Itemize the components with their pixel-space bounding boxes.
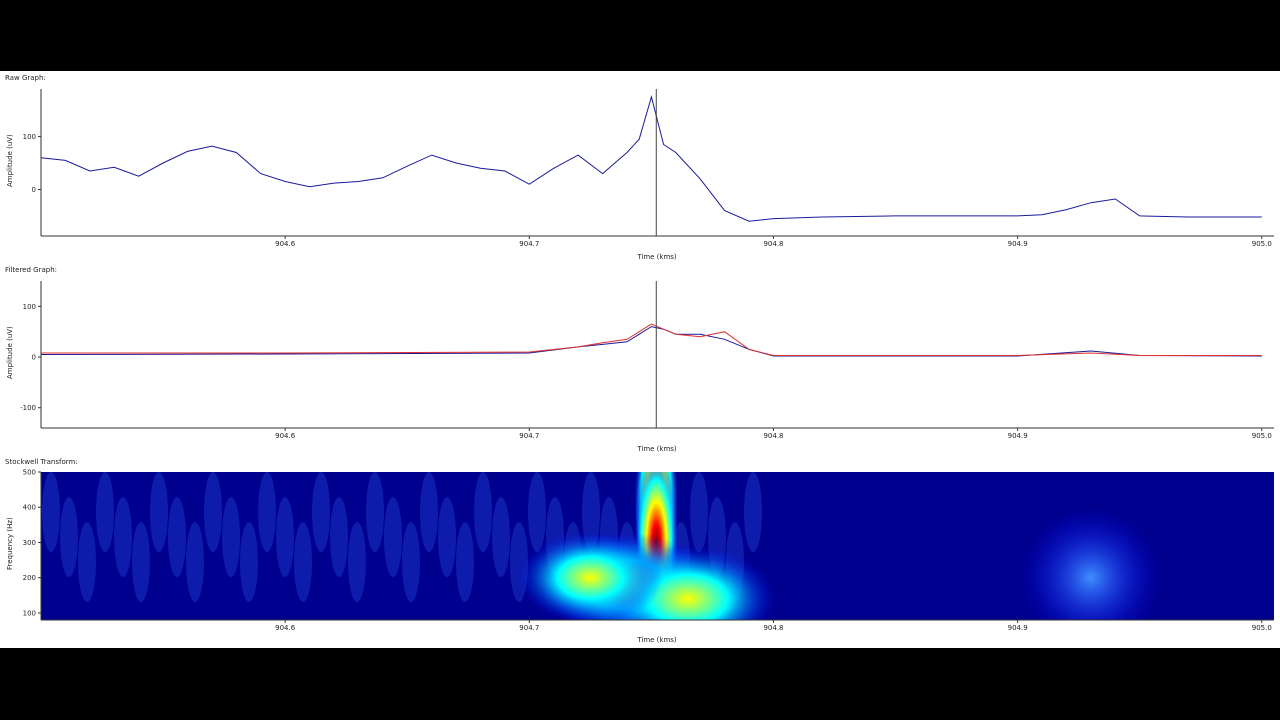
heatmap-hotspot	[1020, 507, 1161, 620]
x-tick-label: 904.8	[763, 624, 783, 632]
y-tick-label: 0	[32, 354, 36, 362]
heatmap-texture	[330, 497, 348, 577]
x-tick-label: 904.6	[275, 432, 296, 440]
x-tick-label: 905.0	[1252, 432, 1272, 440]
heatmap-texture	[384, 497, 402, 577]
heatmap-texture	[132, 522, 150, 602]
heatmap-texture	[744, 472, 762, 552]
heatmap-texture	[78, 522, 96, 602]
heatmap-texture	[276, 497, 294, 577]
x-tick-label: 904.9	[1008, 624, 1028, 632]
heatmap-texture	[222, 497, 240, 577]
stockwell-xlabel: Time (kms)	[637, 636, 677, 644]
y-tick-label: 300	[23, 539, 36, 547]
heatmap-texture	[114, 497, 132, 577]
x-tick-label: 904.8	[763, 432, 783, 440]
x-tick-label: 905.0	[1252, 624, 1272, 632]
heatmap-texture	[366, 472, 384, 552]
heatmap-texture	[420, 472, 438, 552]
filtered-graph-xlabel: Time (kms)	[637, 445, 677, 453]
chart-area: Raw Graph: Amplitude (uV) Time (kms) Fil…	[0, 71, 1280, 648]
heatmap-texture	[258, 472, 276, 552]
series-line-2	[41, 323, 1262, 356]
heatmap-texture	[690, 472, 708, 552]
x-tick-label: 904.8	[763, 240, 783, 248]
raw-graph-title: Raw Graph:	[5, 74, 46, 82]
heatmap-texture	[294, 522, 312, 602]
x-tick-label: 905.0	[1252, 240, 1272, 248]
x-tick-label: 904.9	[1008, 432, 1028, 440]
heatmap-texture	[204, 472, 222, 552]
series-line-1	[40, 326, 1262, 357]
y-tick-label: 500	[23, 469, 36, 477]
heatmap-texture	[96, 472, 114, 552]
x-tick-label: 904.6	[275, 624, 296, 632]
heatmap-texture	[438, 497, 456, 577]
heatmap-texture	[474, 472, 492, 552]
filtered-graph-title: Filtered Graph:	[5, 266, 57, 274]
x-tick-label: 904.7	[519, 432, 539, 440]
heatmap-field	[42, 472, 1161, 620]
heatmap-texture	[402, 522, 420, 602]
heatmap-texture	[42, 472, 60, 552]
heatmap-texture	[528, 472, 546, 552]
heatmap-hotspot	[517, 531, 664, 620]
heatmap-texture	[186, 522, 204, 602]
y-tick-label: 100	[23, 609, 36, 617]
stockwell-title: Stockwell Transform:	[5, 458, 78, 466]
y-tick-label: 0	[32, 186, 36, 194]
heatmap-texture	[168, 497, 186, 577]
y-tick-label: -100	[20, 404, 36, 412]
heatmap-texture	[312, 472, 330, 552]
raw-graph-xlabel: Time (kms)	[637, 253, 677, 261]
y-tick-label: 100	[23, 303, 36, 311]
heatmap-texture	[150, 472, 168, 552]
y-tick-label: 400	[23, 504, 36, 512]
x-tick-label: 904.7	[519, 240, 539, 248]
y-tick-label: 200	[23, 574, 36, 582]
x-tick-label: 904.7	[519, 624, 539, 632]
heatmap-texture	[492, 497, 510, 577]
y-tick-label: 100	[23, 133, 36, 141]
x-tick-label: 904.9	[1008, 240, 1028, 248]
plots-svg: 100 0 904.6 904.7 904.8 904.9 905.0 100 0 -100 904…	[20, 89, 1274, 632]
heatmap-texture	[456, 522, 474, 602]
x-tick-label: 904.6	[275, 240, 296, 248]
heatmap-texture	[240, 522, 258, 602]
heatmap-texture	[348, 522, 366, 602]
series-line-1	[40, 94, 1262, 222]
heatmap-texture	[60, 497, 78, 577]
